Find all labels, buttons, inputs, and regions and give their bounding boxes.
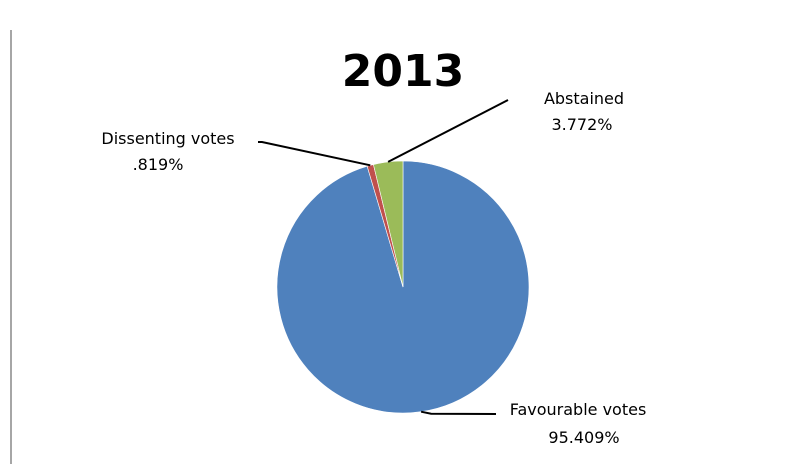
leader-lines — [258, 99, 509, 415]
label-dissenting-votes-name: Dissenting votes — [101, 129, 234, 148]
label-abstained-name: Abstained — [544, 89, 624, 108]
pie-slices — [276, 160, 530, 414]
label-abstained: Abstained 3.772% — [544, 89, 624, 134]
label-dissenting-votes: Dissenting votes .819% — [101, 129, 234, 174]
leader-abstained — [387, 99, 509, 163]
label-abstained-value: 3.772% — [551, 115, 612, 134]
label-favourable-votes-value: 95.409% — [548, 428, 619, 447]
leader-dissenting-votes — [258, 141, 371, 167]
label-dissenting-votes-value: .819% — [133, 155, 184, 174]
chart-title: 2013 — [342, 46, 464, 97]
label-favourable-votes: Favourable votes 95.409% — [510, 400, 647, 447]
left-border-line — [10, 30, 12, 464]
leader-favourable-votes — [420, 410, 497, 415]
label-favourable-votes-name: Favourable votes — [510, 400, 647, 419]
